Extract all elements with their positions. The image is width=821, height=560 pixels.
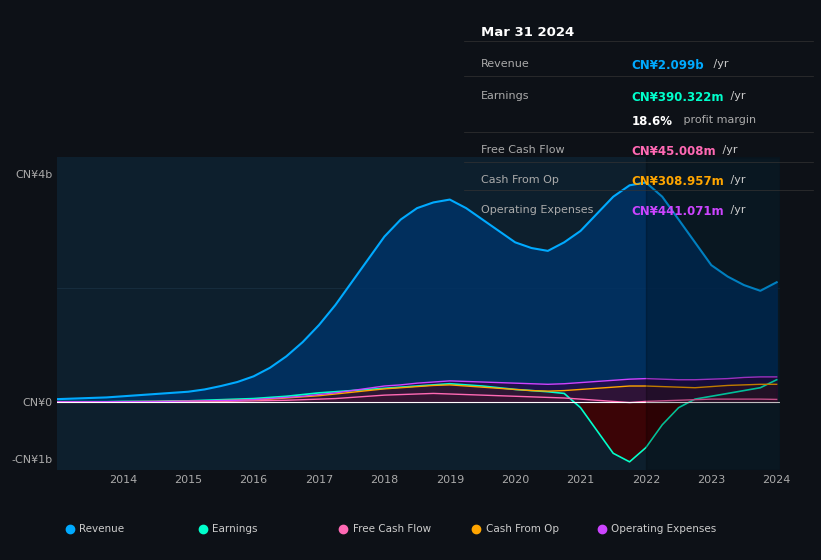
Text: /yr: /yr (710, 59, 728, 69)
Text: Revenue: Revenue (80, 524, 125, 534)
Text: 18.6%: 18.6% (631, 115, 672, 128)
Text: Operating Expenses: Operating Expenses (481, 206, 594, 215)
Text: Cash From Op: Cash From Op (486, 524, 559, 534)
Text: CN¥45.008m: CN¥45.008m (631, 145, 716, 158)
Text: Earnings: Earnings (213, 524, 258, 534)
Text: CN¥2.099b: CN¥2.099b (631, 59, 704, 72)
Text: Free Cash Flow: Free Cash Flow (481, 145, 565, 155)
Text: Operating Expenses: Operating Expenses (612, 524, 717, 534)
Text: CN¥308.957m: CN¥308.957m (631, 175, 724, 188)
Text: Cash From Op: Cash From Op (481, 175, 559, 185)
Text: Free Cash Flow: Free Cash Flow (353, 524, 431, 534)
Text: Revenue: Revenue (481, 59, 530, 69)
Text: Mar 31 2024: Mar 31 2024 (481, 26, 575, 39)
Text: Earnings: Earnings (481, 91, 530, 101)
Text: CN¥441.071m: CN¥441.071m (631, 206, 724, 218)
Bar (646, 157, 780, 470)
Text: /yr: /yr (727, 175, 745, 185)
Text: /yr: /yr (727, 206, 745, 215)
Text: /yr: /yr (727, 91, 745, 101)
Text: /yr: /yr (718, 145, 737, 155)
Text: CN¥390.322m: CN¥390.322m (631, 91, 724, 104)
Text: profit margin: profit margin (680, 115, 756, 125)
